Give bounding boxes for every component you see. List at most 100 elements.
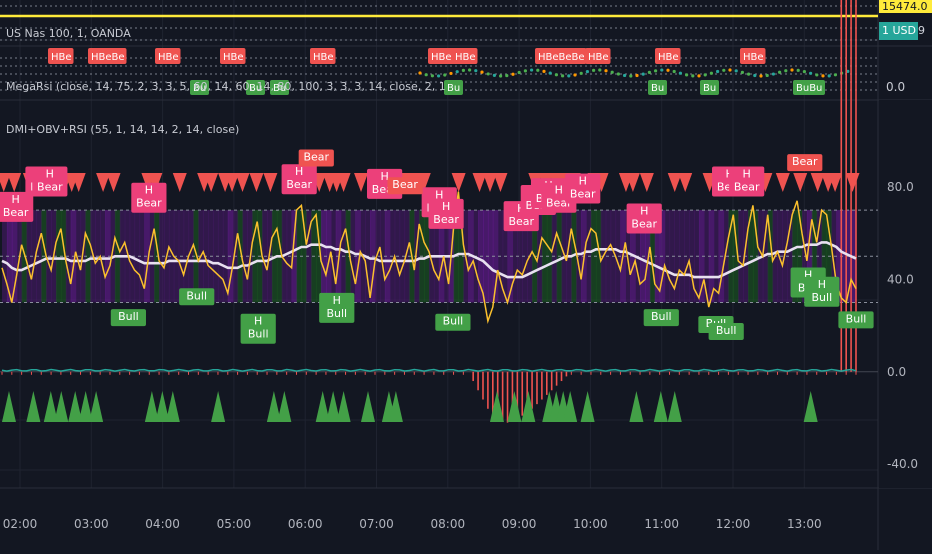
- band-segment: [787, 210, 793, 303]
- x-tick-label: 03:00: [74, 517, 109, 531]
- megarsi-dot: [598, 68, 602, 72]
- zero-line: [1, 368, 857, 372]
- bear-mini-label: HBe: [588, 52, 609, 63]
- band-segment: [841, 210, 847, 303]
- bear-mini-label: HBeBeBe: [538, 52, 585, 63]
- series-lines: [1, 191, 857, 324]
- band-segment: [6, 210, 13, 303]
- bear-annotation-text: H: [295, 165, 303, 178]
- annotations: HBearHBearHBearHBearHBearBearHBearHBearH…: [0, 149, 874, 344]
- band-segment: [782, 210, 788, 303]
- band-segment: [679, 210, 685, 303]
- bear-annotation-text: H: [12, 193, 20, 206]
- bear-annotation-box: [428, 198, 464, 229]
- price-axis: 80.0 40.0 0.0 -40.0: [879, 100, 932, 488]
- bull-triangle: [78, 391, 93, 422]
- band-segment: [806, 210, 813, 303]
- bull-mini-label-box: [270, 80, 289, 95]
- x-tick-label: 08:00: [431, 517, 466, 531]
- bull-annotation-text: Bull: [651, 310, 672, 323]
- bull-triangle: [155, 391, 170, 422]
- bear-annotation-box: [281, 164, 317, 195]
- band-segment: [541, 210, 548, 303]
- bull-triangle: [803, 391, 818, 422]
- bear-mini-label-box: [220, 48, 246, 64]
- bear-annotation-text: Bear: [631, 217, 657, 230]
- bear-triangle: [249, 173, 264, 192]
- bear-annotation-text: H: [743, 168, 751, 181]
- bear-triangle: [639, 173, 654, 192]
- megarsi-dot: [437, 74, 441, 78]
- megarsi-dot: [647, 70, 652, 74]
- bull-mini-label-box: [444, 80, 463, 95]
- band-segment: [492, 210, 499, 303]
- megarsi-dot: [592, 68, 596, 72]
- currency-suffix: 9: [918, 22, 932, 40]
- band-segment: [654, 210, 661, 303]
- bear-triangle: [667, 173, 682, 192]
- bull-triangle: [1, 391, 16, 422]
- bear-annotation-text: H: [380, 170, 388, 183]
- bull-mini-label: Bu: [651, 83, 664, 94]
- megarsi-dot: [759, 74, 763, 78]
- bear-annotation-text: Bear: [37, 181, 63, 194]
- bear-triangle: [828, 173, 843, 192]
- time-axis: 02:00 03:00 04:00 05:00 06:00 07:00 08:00 09:00…: [3, 517, 822, 531]
- bull-triangle: [629, 391, 644, 422]
- band-segment: [590, 210, 597, 303]
- megarsi-dot: [740, 70, 745, 74]
- bull-mini-label-box: [190, 80, 209, 95]
- bull-triangle: [580, 391, 595, 422]
- bear-mini-label: HBe: [158, 52, 179, 63]
- bull-mini-label: BuBu: [796, 83, 822, 94]
- y-tick-label: -40.0: [887, 457, 918, 471]
- bear-annotation-text: H: [579, 174, 587, 187]
- megarsi-dot: [499, 74, 503, 78]
- bull-annotation-text: Bull: [326, 307, 347, 320]
- megarsi-dot: [567, 74, 571, 78]
- band-segment: [649, 210, 656, 303]
- band-segment: [55, 210, 62, 303]
- bear-annotation-text: Bear: [433, 213, 459, 226]
- megarsi-dot: [747, 72, 751, 76]
- band-segment: [644, 210, 651, 303]
- bull-triangle: [653, 391, 668, 422]
- bear-annotation-text: Bear: [3, 206, 29, 219]
- bear-triangle: [493, 173, 508, 192]
- bull-triangle: [315, 391, 330, 422]
- bull-annotation-text: Bull: [443, 315, 464, 328]
- bear-annotation-text: Bear: [303, 150, 329, 163]
- megarsi-dot: [449, 71, 453, 76]
- x-tick-label: 12:00: [716, 517, 751, 531]
- megarsi-dot: [585, 69, 590, 74]
- x-tick-label: 06:00: [288, 517, 323, 531]
- megarsi-dot: [846, 69, 850, 74]
- bull-triangle: [489, 391, 504, 422]
- band-segment: [522, 210, 528, 303]
- bear-annotation-text: H: [46, 168, 54, 181]
- bull-annotation-text: Bull: [118, 310, 139, 323]
- bear-mini-label: HBe: [658, 52, 679, 63]
- bull-triangle: [144, 391, 159, 422]
- bull-triangle: [211, 391, 226, 422]
- bull-mini-label: Bu: [703, 83, 716, 94]
- bull-annotation-text: H: [333, 294, 341, 307]
- bull-triangle: [563, 391, 578, 422]
- band-segment: [159, 210, 165, 303]
- band-segment: [728, 210, 734, 303]
- bull-triangle: [54, 391, 69, 422]
- bear-annotation-text: H: [145, 184, 153, 197]
- bear-triangle: [235, 173, 250, 192]
- bull-annotation-box: [110, 309, 146, 327]
- megarsi-dot: [672, 69, 676, 74]
- megarsi-dot: [517, 70, 521, 75]
- bear-triangle: [625, 173, 640, 192]
- bear-mini-label-box: [452, 48, 478, 64]
- bear-triangle: [775, 173, 790, 192]
- megarsi-dot: [821, 74, 825, 78]
- megarsi-dot: [722, 68, 726, 72]
- bull-annotation-box: [435, 313, 471, 331]
- megarsi-dot: [784, 69, 788, 73]
